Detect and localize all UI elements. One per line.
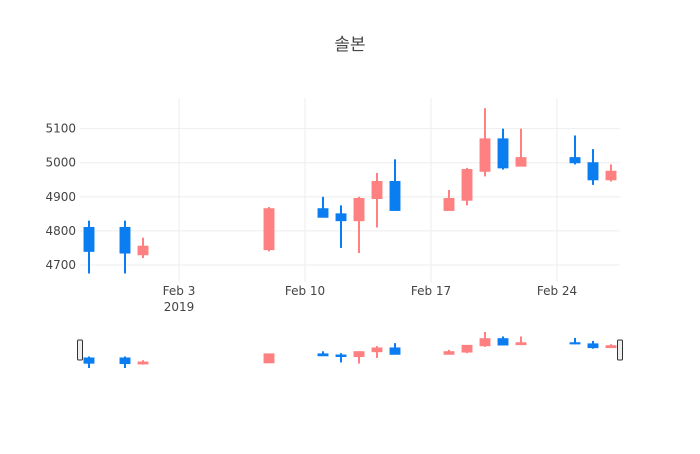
candle-body (371, 347, 383, 353)
candle-body (389, 347, 401, 355)
candle-body (569, 342, 581, 345)
candle-body (569, 157, 581, 164)
candle-body (83, 226, 95, 252)
candle-body (389, 180, 401, 211)
candle-body (605, 345, 617, 349)
y-tick-label: 5100 (45, 122, 76, 136)
candle-body (137, 361, 149, 365)
candle-body (461, 169, 473, 201)
slider-frame (80, 330, 620, 370)
x-tick-label: Feb 10 (285, 284, 325, 298)
x-tick-label: Feb 3 2019 (163, 284, 196, 314)
candle-body (587, 343, 599, 349)
candle-body (137, 245, 149, 256)
candle-body (479, 338, 491, 347)
candle-body (461, 344, 473, 353)
y-tick-label: 4900 (45, 190, 76, 204)
y-tick-label: 4800 (45, 224, 76, 238)
candle-body (605, 170, 617, 181)
candle-body (119, 226, 131, 254)
y-tick-label: 5000 (45, 156, 76, 170)
candle-body (317, 353, 329, 357)
candle-body (497, 338, 509, 346)
candle-body (263, 208, 275, 251)
slider-handle (77, 339, 83, 361)
candle-body (443, 351, 455, 355)
candle-body (317, 208, 329, 218)
candle-body (443, 198, 455, 211)
range-slider (77, 330, 623, 370)
candle-body (371, 180, 383, 200)
candle-body (353, 198, 365, 222)
x-tick-label: Feb 17 (411, 284, 451, 298)
y-tick-label: 4700 (45, 258, 76, 272)
candle-body (335, 213, 347, 222)
candle-body (479, 138, 491, 172)
candle-body (353, 351, 365, 357)
candle-body (515, 157, 527, 167)
candle-body (263, 353, 275, 364)
slider-handle (617, 339, 623, 361)
candle-body (335, 354, 347, 357)
candle-body (119, 357, 131, 365)
candle-body (515, 342, 527, 346)
chart-title: 솔본 (334, 35, 365, 55)
x-tick-label: Feb 24 (537, 284, 577, 298)
candle-body (587, 162, 599, 181)
candle-body (497, 138, 509, 169)
candle-body (83, 357, 95, 364)
